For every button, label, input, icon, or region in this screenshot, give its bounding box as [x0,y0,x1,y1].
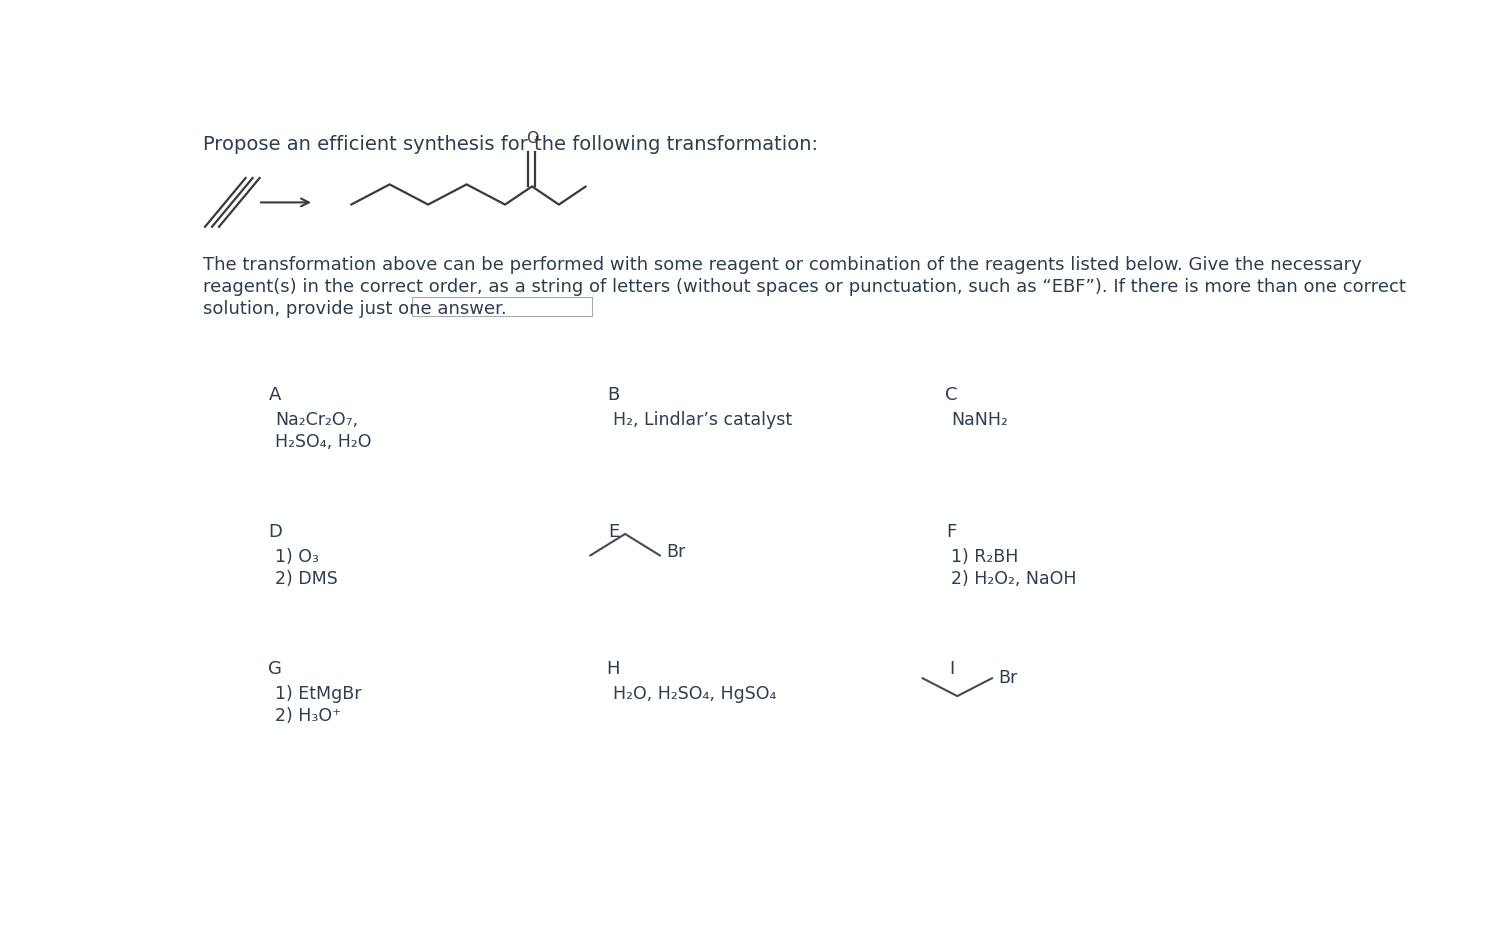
Text: E: E [608,523,620,541]
Text: A: A [269,387,281,404]
Text: Br: Br [999,669,1017,687]
Text: 2) H₃O⁺: 2) H₃O⁺ [275,707,341,724]
Text: solution, provide just one answer.: solution, provide just one answer. [203,300,507,317]
Text: 1) R₂BH: 1) R₂BH [952,548,1018,566]
Text: C: C [945,387,958,404]
Text: The transformation above can be performed with some reagent or combination of th: The transformation above can be performe… [203,256,1363,274]
Text: D: D [269,523,283,541]
Text: H₂SO₄, H₂O: H₂SO₄, H₂O [275,433,371,451]
Text: F: F [946,523,957,541]
Text: H₂O, H₂SO₄, HgSO₄: H₂O, H₂SO₄, HgSO₄ [614,685,778,703]
Text: 1) O₃: 1) O₃ [275,548,319,566]
Text: B: B [608,387,620,404]
Text: I: I [949,660,954,678]
Text: NaNH₂: NaNH₂ [952,412,1008,430]
Text: H: H [606,660,620,678]
Text: G: G [269,660,283,678]
FancyBboxPatch shape [412,297,593,315]
Text: H₂, Lindlar’s catalyst: H₂, Lindlar’s catalyst [614,412,793,430]
Text: O: O [526,131,538,146]
Text: Propose an efficient synthesis for the following transformation:: Propose an efficient synthesis for the f… [203,136,818,154]
Text: 2) H₂O₂, NaOH: 2) H₂O₂, NaOH [952,570,1077,588]
Text: Br: Br [666,543,686,561]
Text: 1) EtMgBr: 1) EtMgBr [275,685,362,703]
Text: Na₂Cr₂O₇,: Na₂Cr₂O₇, [275,412,358,430]
Text: reagent(s) in the correct order, as a string of letters (without spaces or punct: reagent(s) in the correct order, as a st… [203,278,1406,296]
Text: 2) DMS: 2) DMS [275,570,338,588]
